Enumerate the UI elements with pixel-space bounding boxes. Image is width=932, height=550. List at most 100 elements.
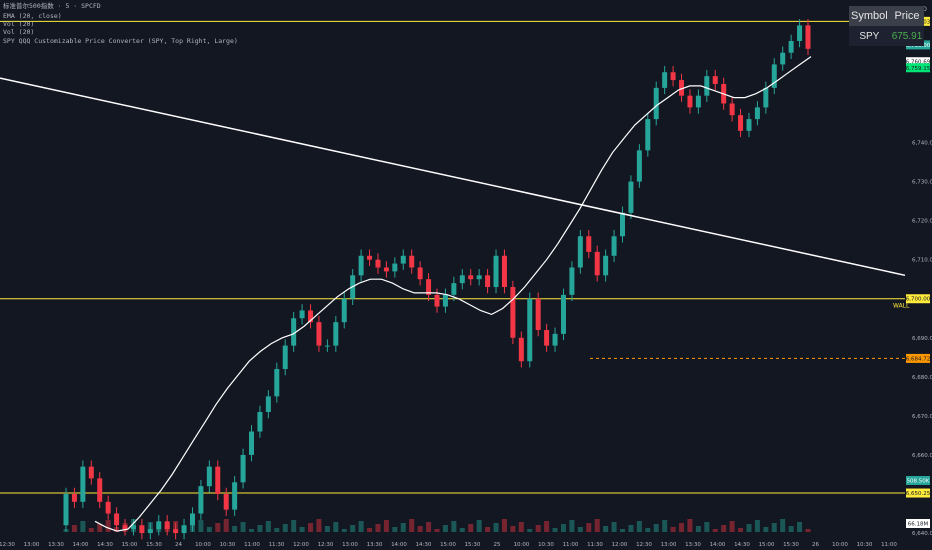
candle[interactable] [544,329,550,346]
candle[interactable] [577,236,583,268]
candle[interactable] [181,525,187,534]
candle[interactable] [788,41,794,53]
candle[interactable] [645,119,651,151]
candle[interactable] [105,501,111,514]
candle[interactable] [679,80,685,96]
candle[interactable] [620,212,625,237]
volume-bar [560,524,566,532]
volume-bar [535,525,541,532]
candle[interactable] [729,103,735,116]
candle[interactable] [754,107,760,120]
candle[interactable] [341,298,347,323]
candle[interactable] [535,298,541,330]
candle[interactable] [662,72,668,88]
candle[interactable] [198,486,204,514]
candle[interactable] [240,454,246,483]
candle[interactable] [400,255,406,264]
candle[interactable] [80,466,86,502]
candle[interactable] [367,255,373,260]
candle[interactable] [569,267,575,295]
vol-legend: Vol (20) [3,20,35,28]
volume-bar [291,520,297,532]
candle[interactable] [223,493,229,510]
candle[interactable] [611,236,617,256]
candle[interactable] [63,493,69,526]
candle[interactable] [560,294,566,334]
candle[interactable] [476,275,482,280]
candle[interactable] [763,87,769,108]
candle[interactable] [603,255,609,276]
candle[interactable] [375,259,381,268]
trend-line[interactable] [0,77,906,277]
candle[interactable] [468,275,474,280]
candle[interactable] [687,95,693,108]
candle[interactable] [97,478,103,502]
candle[interactable] [164,521,170,530]
candle[interactable] [139,525,145,534]
candle[interactable] [653,87,659,120]
x-tick-label: 10:30 [857,542,873,548]
candle[interactable] [206,466,212,487]
candle[interactable] [215,466,221,494]
candle[interactable] [426,279,432,295]
candle[interactable] [189,513,195,526]
candle[interactable] [265,396,271,412]
candle[interactable] [156,521,162,530]
candle[interactable] [586,236,592,252]
candle[interactable] [746,119,752,131]
candle[interactable] [88,466,94,479]
candle[interactable] [122,525,128,530]
candle[interactable] [459,275,465,284]
candle[interactable] [805,25,811,49]
candle[interactable] [274,369,280,397]
candle[interactable] [392,263,398,272]
candle[interactable] [670,72,676,81]
candle[interactable] [173,529,179,534]
candle[interactable] [493,255,499,288]
candle[interactable] [501,255,507,288]
candle[interactable] [383,267,389,272]
ema-line[interactable] [94,56,812,532]
candle[interactable] [130,525,136,530]
candle[interactable] [282,345,288,370]
candle[interactable] [797,25,803,42]
candle[interactable] [738,115,744,131]
candle[interactable] [71,493,77,502]
candle[interactable] [704,76,710,96]
candle[interactable] [527,298,533,362]
candle[interactable] [147,529,153,534]
candle[interactable] [417,267,423,280]
candle[interactable] [114,513,120,526]
candle[interactable] [249,431,254,455]
candle[interactable] [518,337,524,362]
candle[interactable] [771,64,777,88]
volume-bar [426,522,432,532]
candle[interactable] [485,275,491,288]
candle[interactable] [291,318,297,346]
candle[interactable] [780,52,786,65]
candle[interactable] [594,251,600,276]
candle[interactable] [409,255,415,268]
candle[interactable] [316,322,322,346]
volume-bar [249,529,254,532]
candle[interactable] [324,345,330,347]
candle[interactable] [333,322,339,346]
candle[interactable] [451,283,457,295]
candle[interactable] [358,255,364,276]
candle[interactable] [552,333,558,346]
candle[interactable] [510,287,516,338]
x-tick-label: 11:00 [563,542,579,548]
vol-legend-2: Vol (20) [3,28,35,36]
candle[interactable] [636,150,642,182]
candle[interactable] [712,76,718,84]
candle[interactable] [299,310,305,319]
candle[interactable] [434,294,440,307]
volume-bar [476,520,482,532]
candle[interactable] [232,482,238,510]
candle[interactable] [628,181,634,213]
candle[interactable] [442,294,448,307]
candle[interactable] [257,411,263,432]
candle[interactable] [308,310,314,323]
candle[interactable] [695,95,701,108]
